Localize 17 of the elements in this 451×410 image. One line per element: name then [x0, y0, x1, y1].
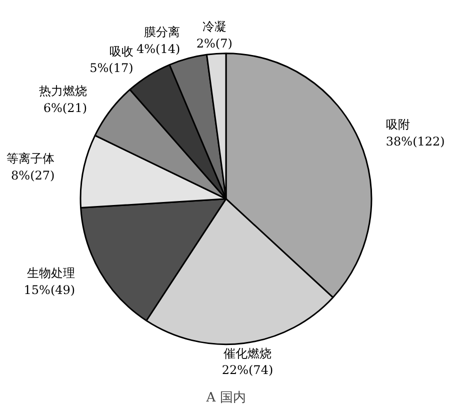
text: A 国内: [205, 390, 246, 406]
slice-label: 冷凝: [202, 20, 226, 34]
data-label: 22%(74): [222, 363, 274, 378]
data-label: 8%(27): [11, 168, 55, 183]
data-label: 6%(21): [43, 100, 88, 115]
data-label: 38%(122): [386, 134, 445, 148]
data-label: 15%(49): [24, 282, 76, 297]
slice-label: 生物处理: [27, 266, 76, 280]
slice-label: 催化燃烧: [223, 346, 272, 360]
data-label: 4%(14): [136, 42, 180, 56]
slice-label: 膜分离: [144, 25, 180, 40]
data-label: 5%(17): [90, 61, 134, 76]
slice-label: 等离子体: [6, 152, 55, 166]
slice-label: 吸收: [109, 44, 134, 58]
slice-label: 吸附: [386, 118, 410, 132]
slice-label: 热力燃烧: [39, 84, 88, 98]
data-label: 2%(7): [196, 36, 232, 50]
